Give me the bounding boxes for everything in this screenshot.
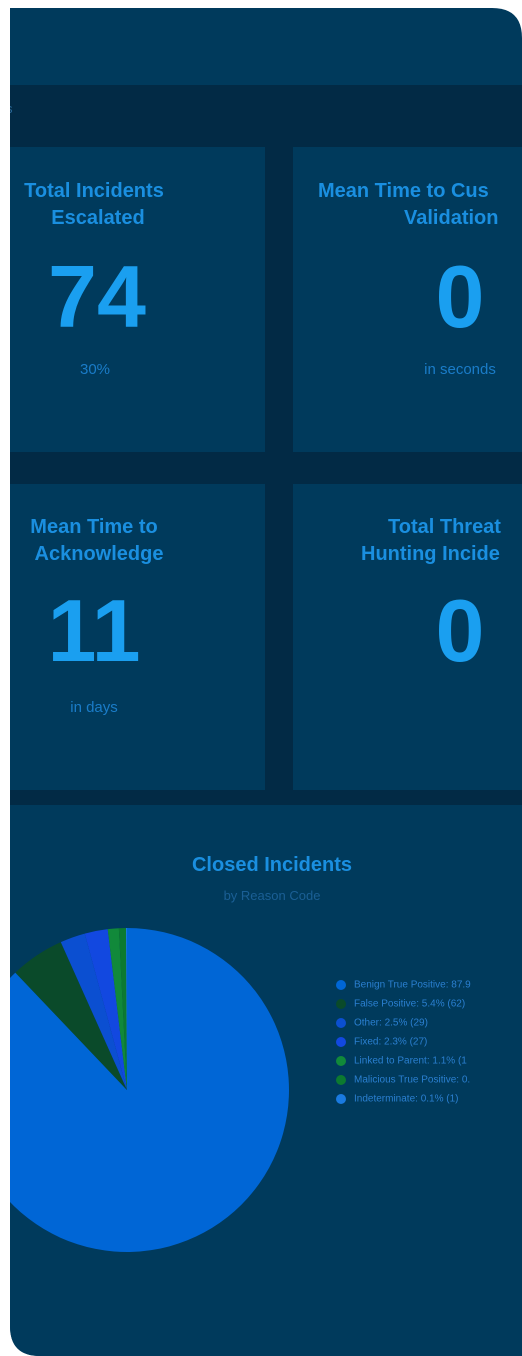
pie-slice <box>84 929 127 1090</box>
card-subtitle: 30% <box>80 361 110 378</box>
card <box>10 147 265 452</box>
pie-slice <box>118 928 127 1090</box>
pie-slice <box>125 928 127 1090</box>
legend-label: Other: 2.5% (29) <box>354 1018 428 1029</box>
card-value: 0 <box>436 581 485 680</box>
card-title: Total Incidents <box>24 180 164 202</box>
pie-slice <box>60 933 127 1090</box>
legend-marker <box>336 980 346 990</box>
card-title: Mean Time to Cus <box>318 180 489 202</box>
card-title: Mean Time to <box>30 516 157 538</box>
legend-marker <box>336 1018 346 1028</box>
legend-marker <box>336 1094 346 1104</box>
chart-subtitle: by Reason Code <box>224 888 321 903</box>
card-title: Total Threat <box>388 516 501 538</box>
card-title: Escalated <box>51 207 144 229</box>
chart-title: Closed Incidents <box>192 854 352 876</box>
pie-slice <box>10 928 289 1252</box>
card <box>293 484 522 790</box>
card-subtitle: in days <box>70 699 118 716</box>
pie-slice <box>15 942 127 1090</box>
legend-label: False Positive: 5.4% (62) <box>354 999 465 1010</box>
card-title: Hunting Incide <box>361 543 500 565</box>
header-title: s <box>6 101 13 116</box>
card-value: 0 <box>436 247 485 346</box>
card <box>10 484 265 790</box>
card-title: Validation <box>404 207 498 229</box>
legend-marker <box>336 1056 346 1066</box>
legend-marker <box>336 1075 346 1085</box>
legend-label: Indeterminate: 0.1% (1) <box>354 1094 459 1105</box>
card <box>293 147 522 452</box>
card-title: Acknowledge <box>35 543 164 565</box>
pie: Benign True Positive: 87.9 False Positive… <box>10 928 471 1252</box>
legend-marker <box>336 999 346 1009</box>
card-value: 11 <box>47 581 140 680</box>
pie-slice <box>107 928 127 1090</box>
card-value: 74 <box>48 247 146 346</box>
legend-label: Linked to Parent: 1.1% (1 <box>354 1056 467 1067</box>
legend-label: Fixed: 2.3% (27) <box>354 1037 427 1048</box>
legend-marker <box>336 1037 346 1047</box>
legend-label: Malicious True Positive: 0. <box>354 1075 470 1086</box>
card-subtitle: in seconds <box>424 361 496 378</box>
legend-label: Benign True Positive: 87.9 <box>354 980 471 991</box>
